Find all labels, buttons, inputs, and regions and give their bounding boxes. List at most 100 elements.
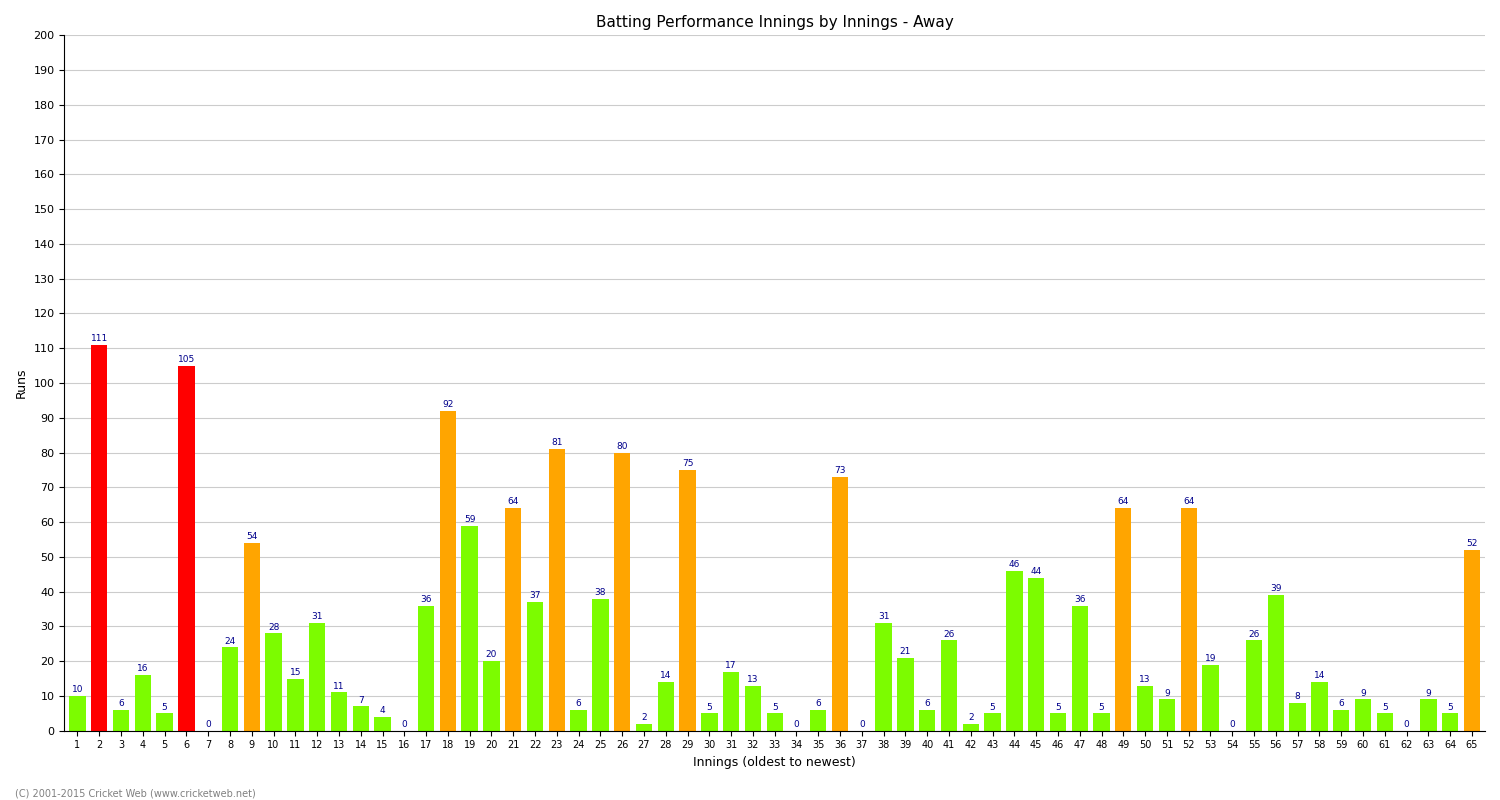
Text: 5: 5 <box>1448 702 1454 711</box>
Text: 38: 38 <box>594 588 606 597</box>
Text: 0: 0 <box>1230 720 1234 729</box>
Text: 11: 11 <box>333 682 345 690</box>
Bar <box>243 543 260 730</box>
Text: 75: 75 <box>682 459 693 468</box>
Text: 5: 5 <box>990 702 996 711</box>
Bar <box>920 710 936 730</box>
Bar <box>266 634 282 730</box>
Text: 44: 44 <box>1030 567 1042 576</box>
Bar <box>1028 578 1044 730</box>
Bar <box>1137 686 1154 730</box>
Text: 13: 13 <box>1140 674 1150 684</box>
Bar <box>1246 640 1262 730</box>
Text: 46: 46 <box>1008 560 1020 569</box>
Bar <box>723 672 740 730</box>
Text: 5: 5 <box>1382 702 1388 711</box>
Bar <box>69 696 86 730</box>
Text: 31: 31 <box>878 612 890 621</box>
Text: 36: 36 <box>420 595 432 604</box>
Bar <box>112 710 129 730</box>
Bar <box>636 724 652 730</box>
Text: 39: 39 <box>1270 584 1281 594</box>
Text: 81: 81 <box>550 438 562 447</box>
Bar <box>1007 570 1023 730</box>
Bar <box>419 606 435 730</box>
Text: 19: 19 <box>1204 654 1216 663</box>
Text: 54: 54 <box>246 532 258 542</box>
Bar <box>570 710 586 730</box>
Title: Batting Performance Innings by Innings - Away: Batting Performance Innings by Innings -… <box>596 15 954 30</box>
Text: (C) 2001-2015 Cricket Web (www.cricketweb.net): (C) 2001-2015 Cricket Web (www.cricketwe… <box>15 788 255 798</box>
Bar <box>286 678 303 730</box>
Text: 59: 59 <box>464 515 476 524</box>
Bar <box>1334 710 1350 730</box>
Text: 64: 64 <box>1118 498 1130 506</box>
Bar <box>1377 714 1394 730</box>
Text: 52: 52 <box>1466 539 1478 548</box>
Bar <box>1354 699 1371 730</box>
Text: 6: 6 <box>576 699 582 708</box>
Text: 15: 15 <box>290 668 302 677</box>
Bar <box>1420 699 1437 730</box>
Bar <box>1311 682 1328 730</box>
Y-axis label: Runs: Runs <box>15 368 28 398</box>
Bar <box>1050 714 1066 730</box>
Text: 24: 24 <box>225 637 236 646</box>
Text: 20: 20 <box>486 650 496 659</box>
Bar <box>700 714 717 730</box>
Text: 6: 6 <box>1338 699 1344 708</box>
Bar <box>135 675 152 730</box>
Bar <box>1203 665 1218 730</box>
Bar <box>766 714 783 730</box>
Bar <box>462 526 478 730</box>
Bar <box>614 453 630 730</box>
Text: 7: 7 <box>358 696 363 705</box>
Bar <box>222 647 238 730</box>
Text: 31: 31 <box>312 612 322 621</box>
Bar <box>375 717 390 730</box>
Text: 10: 10 <box>72 686 82 694</box>
Text: 6: 6 <box>924 699 930 708</box>
Bar <box>592 598 609 730</box>
Bar <box>440 411 456 730</box>
Text: 6: 6 <box>118 699 124 708</box>
Text: 26: 26 <box>944 630 954 638</box>
Text: 73: 73 <box>834 466 846 475</box>
Text: 2: 2 <box>640 713 646 722</box>
Text: 0: 0 <box>794 720 800 729</box>
Text: 4: 4 <box>380 706 386 715</box>
Text: 36: 36 <box>1074 595 1086 604</box>
Bar <box>1158 699 1174 730</box>
Text: 8: 8 <box>1294 692 1300 701</box>
Text: 9: 9 <box>1425 689 1431 698</box>
Text: 5: 5 <box>772 702 777 711</box>
Bar <box>833 477 848 730</box>
Bar <box>897 658 914 730</box>
Text: 21: 21 <box>900 647 910 656</box>
Text: 9: 9 <box>1360 689 1366 698</box>
Bar <box>1180 508 1197 730</box>
Text: 28: 28 <box>268 622 279 632</box>
Text: 6: 6 <box>816 699 821 708</box>
Bar <box>1268 595 1284 730</box>
Text: 0: 0 <box>859 720 864 729</box>
Text: 111: 111 <box>90 334 108 343</box>
Bar <box>744 686 760 730</box>
Bar <box>506 508 522 730</box>
Text: 5: 5 <box>1098 702 1104 711</box>
Text: 5: 5 <box>706 702 712 711</box>
Bar <box>156 714 172 730</box>
Bar <box>984 714 1000 730</box>
Bar <box>940 640 957 730</box>
Text: 16: 16 <box>136 664 148 674</box>
Text: 64: 64 <box>507 498 519 506</box>
Text: 0: 0 <box>206 720 212 729</box>
Text: 2: 2 <box>968 713 974 722</box>
Text: 105: 105 <box>178 355 195 364</box>
Text: 0: 0 <box>402 720 406 729</box>
Text: 0: 0 <box>1404 720 1410 729</box>
Bar <box>1094 714 1110 730</box>
Bar <box>526 602 543 730</box>
Bar <box>178 366 195 730</box>
Bar <box>680 470 696 730</box>
